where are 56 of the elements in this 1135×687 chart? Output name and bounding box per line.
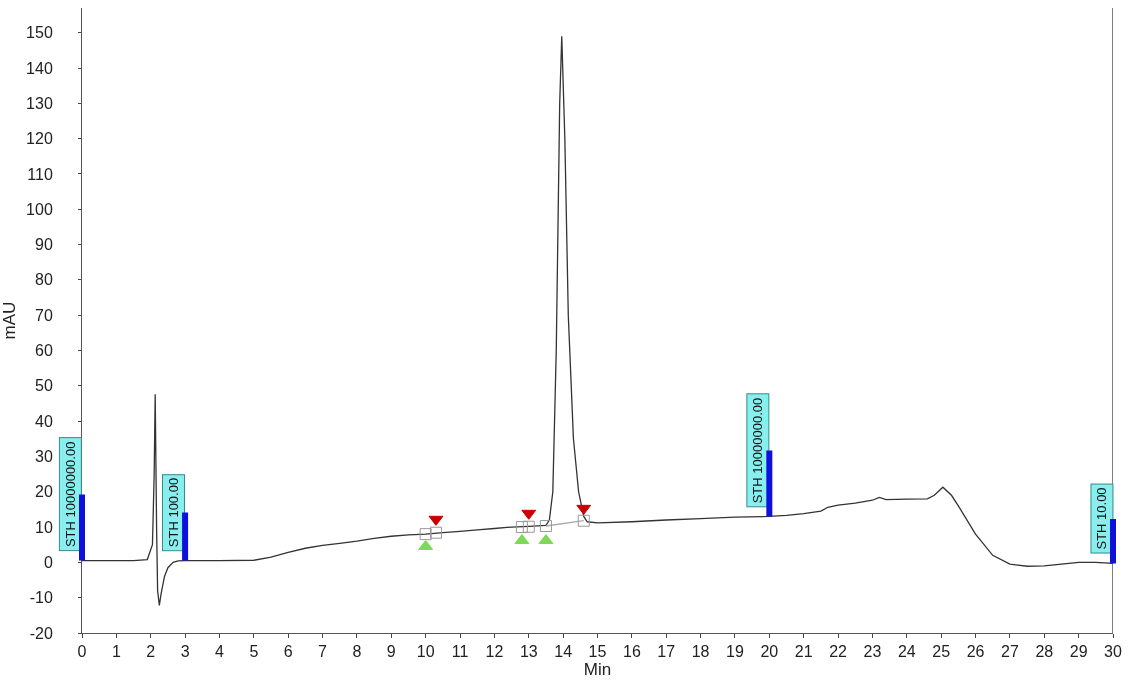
x-tick-label: 0	[77, 643, 87, 661]
x-tick-label: 8	[352, 643, 362, 661]
x-tick-label: 3	[180, 643, 190, 661]
x-tick-label: 26	[966, 643, 985, 661]
x-tick-label: 7	[318, 643, 328, 661]
x-tick-label: 16	[622, 643, 641, 661]
x-tick-label: 11	[451, 643, 469, 661]
annotation: STH 10000000.00	[62, 441, 78, 548]
x-tick-label: 27	[1001, 643, 1019, 661]
y-tick-label: 40	[35, 412, 53, 430]
y-tick-label: -20	[29, 624, 53, 642]
x-tick-label: 24	[897, 643, 916, 661]
x-tick-label: 19	[726, 643, 744, 661]
x-tick-label: 17	[657, 643, 676, 661]
annotation: STH 10.00	[1094, 487, 1110, 550]
line-series	[82, 35, 1113, 607]
x-tick-label: 20	[760, 643, 779, 661]
x-tick-label: 14	[554, 643, 573, 661]
x-tick-label: 18	[691, 643, 710, 661]
x-tick-label: 4	[215, 643, 225, 661]
y-tick-label: 0	[43, 553, 53, 571]
y-tick-label: 100	[26, 200, 53, 218]
y-tick-label: 110	[27, 165, 53, 183]
y-tick-label: 120	[26, 130, 53, 148]
x-tick-label: 21	[794, 643, 813, 661]
x-tick-label: 29	[1069, 643, 1088, 661]
y-tick-label: 80	[35, 271, 53, 289]
y-tick-label: 30	[35, 448, 53, 466]
annotation: STH 100.00	[165, 477, 181, 548]
x-tick-label: 22	[829, 643, 848, 661]
y-tick-label: 130	[26, 94, 53, 112]
y-axis-title: mAU	[0, 301, 19, 340]
x-tick-label: 9	[386, 643, 396, 661]
x-tick-label: 1	[111, 643, 121, 661]
x-tick-label: 30	[1104, 643, 1122, 661]
x-axis-title: Min	[583, 660, 612, 680]
x-tick-label: 15	[588, 643, 607, 661]
y-tick-label: 70	[35, 306, 53, 324]
x-tick-label: 2	[146, 643, 156, 661]
x-tick-label: 13	[519, 643, 538, 661]
x-tick-label: 5	[249, 643, 259, 661]
x-tick-label: 12	[485, 643, 504, 661]
y-tick-label: 150	[26, 24, 53, 42]
x-tick-label: 23	[863, 643, 882, 661]
y-tick-label: 90	[35, 236, 53, 254]
x-tick-label: 25	[932, 643, 951, 661]
y-tick-label: -10	[29, 589, 53, 607]
y-tick-label: 10	[35, 518, 53, 536]
x-tick-label: 28	[1035, 643, 1054, 661]
y-tick-label: 50	[35, 377, 53, 395]
y-tick-label: 20	[35, 483, 53, 501]
annotation: STH 10000000.00	[750, 397, 766, 504]
x-tick-label: 10	[416, 643, 435, 661]
x-tick-label: 6	[283, 643, 293, 661]
y-tick-label: 140	[26, 59, 53, 77]
y-tick-label: 60	[35, 342, 53, 360]
